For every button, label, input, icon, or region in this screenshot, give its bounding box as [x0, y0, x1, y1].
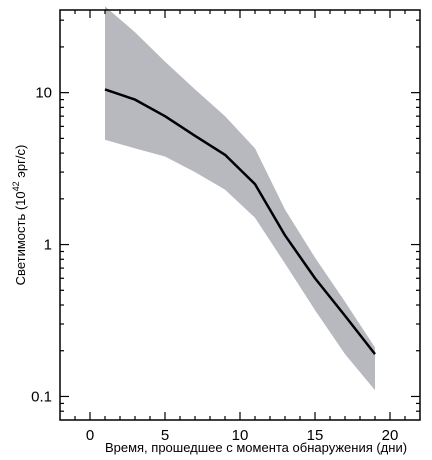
y-tick-label: 10 [35, 85, 52, 102]
y-axis-title-prefix: Светимость (10 [13, 191, 28, 285]
uncertainty-band [105, 6, 375, 391]
y-axis-ticks: 0.1 1 10 [31, 19, 420, 412]
series-line-0 [104, 88, 376, 355]
x-axis-title: Время, прошедшее с момента обнаружения (… [105, 440, 407, 455]
x-tick-label: 5 [161, 427, 169, 444]
y-axis-title-exponent: 42 [11, 181, 21, 191]
x-tick-label: 0 [86, 427, 94, 444]
y-tick-label: 1 [44, 237, 52, 254]
series-line-layer [104, 88, 376, 355]
x-axis-ticks: 0 5 10 15 20 [74, 10, 406, 444]
x-tick-label: 15 [307, 427, 324, 444]
x-tick-label: 10 [232, 427, 249, 444]
uncertainty-band-layer [105, 6, 375, 391]
y-axis-title: Светимость (1042 эрг/с) [11, 145, 28, 286]
x-tick-label: 20 [382, 427, 399, 444]
y-axis-title-suffix: эрг/с) [13, 145, 28, 182]
y-tick-label: 0.1 [31, 388, 52, 405]
